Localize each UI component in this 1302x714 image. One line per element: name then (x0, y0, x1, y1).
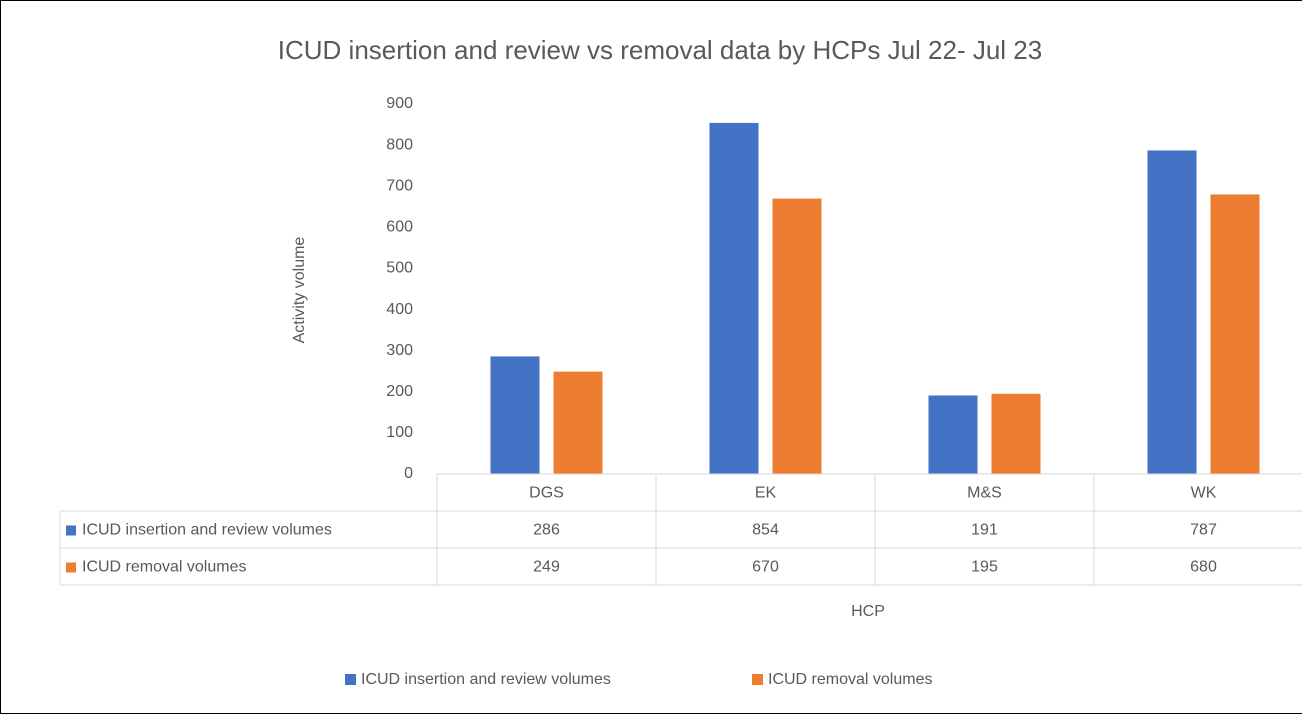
table-value: 787 (1190, 522, 1217, 539)
chart-title: ICUD insertion and review vs removal dat… (278, 35, 1042, 65)
y-tick-label: 200 (386, 383, 413, 400)
bar (991, 393, 1041, 474)
table-value: 854 (752, 522, 779, 539)
bar (490, 356, 540, 474)
legend-label: ICUD removal volumes (768, 671, 932, 688)
y-tick-label: 0 (404, 465, 413, 482)
bar (1147, 150, 1197, 474)
x-tick-label: EK (755, 485, 777, 502)
y-tick-label: 300 (386, 342, 413, 359)
x-tick-label: WK (1191, 485, 1217, 502)
table-value: 249 (533, 559, 560, 576)
y-tick-label: 700 (386, 177, 413, 194)
y-tick-label: 600 (386, 219, 413, 236)
legend-key (752, 674, 763, 685)
table-series-name: ICUD removal volumes (82, 559, 246, 576)
y-axis-title: Activity volume (291, 237, 308, 344)
x-tick-label: DGS (529, 485, 564, 502)
table-value: 195 (971, 559, 998, 576)
table-legend-key (66, 562, 76, 573)
table-series-name: ICUD insertion and review volumes (82, 522, 332, 539)
table-legend-key (66, 525, 76, 536)
bar (928, 395, 978, 474)
y-tick-label: 500 (386, 260, 413, 277)
bar (1210, 194, 1260, 474)
x-axis-title: HCP (851, 603, 885, 620)
y-tick-label: 400 (386, 301, 413, 318)
legend-key (345, 674, 356, 685)
table-value: 680 (1190, 559, 1217, 576)
bar (772, 198, 822, 475)
y-tick-label: 800 (386, 136, 413, 153)
table-value: 670 (752, 559, 779, 576)
bar (709, 122, 759, 475)
y-tick-label: 900 (386, 95, 413, 112)
y-tick-label: 100 (386, 424, 413, 441)
legend-label: ICUD insertion and review volumes (361, 671, 611, 688)
bar (553, 371, 603, 474)
x-tick-label: M&S (967, 485, 1002, 502)
table-value: 191 (971, 522, 998, 539)
table-value: 286 (533, 522, 560, 539)
